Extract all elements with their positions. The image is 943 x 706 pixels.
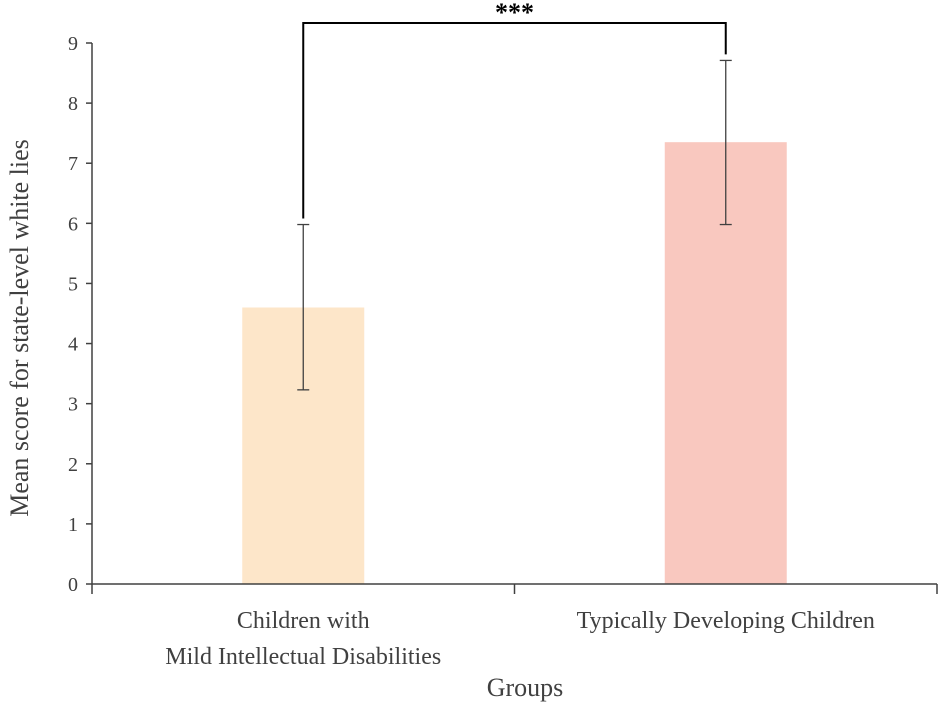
y-tick-label: 8 [68, 93, 78, 115]
y-tick-label: 9 [68, 33, 78, 55]
y-axis-title: Mean score for state-level white lies [5, 139, 34, 517]
error-bar-1 [719, 59, 732, 226]
y-tick-label: 0 [68, 574, 78, 596]
y-tick-label: 6 [68, 213, 78, 235]
axes-layer: 0 1 2 3 4 5 6 7 8 9 Children with Mild Intellectual… [68, 33, 938, 670]
y-tick-label: 7 [68, 153, 78, 175]
significance-label: *** [495, 0, 534, 27]
bars-layer [242, 142, 787, 584]
error-bar-0 [297, 223, 310, 391]
significance-bracket [302, 22, 727, 219]
error-bars-layer [297, 59, 732, 391]
x-category-label-0: Children with Mild Intellectual Disabilit… [165, 608, 441, 670]
x-axis-title: Groups [487, 673, 564, 702]
y-tick-label: 3 [68, 394, 78, 416]
y-tick-label: 4 [68, 334, 78, 356]
y-tick-label: 5 [68, 273, 78, 295]
x-category-label-1: Typically Developing Children [577, 608, 875, 634]
significance-layer: *** [302, 0, 727, 219]
y-tick-label: 2 [68, 454, 78, 476]
y-tick-label: 1 [68, 514, 78, 536]
